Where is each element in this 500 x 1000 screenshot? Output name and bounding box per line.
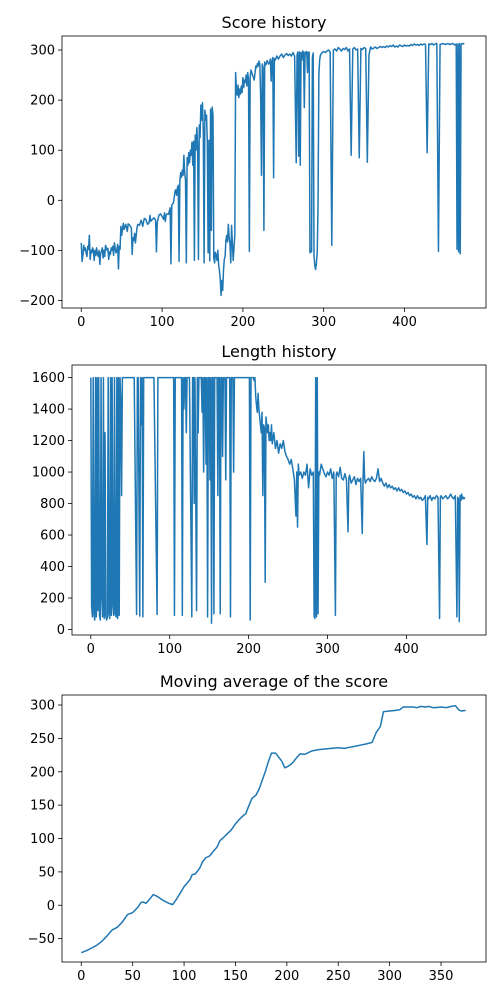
y-tick-label: 250: [30, 732, 55, 747]
y-tick-label: 300: [30, 699, 55, 714]
y-tick-label: 1400: [32, 403, 65, 418]
series-line: [90, 376, 466, 624]
x-tick-label: 0: [77, 969, 85, 984]
y-tick-label: 100: [30, 144, 55, 159]
y-tick-label: 0: [47, 899, 55, 914]
plot-frame: [61, 35, 487, 309]
x-tick-label: 400: [392, 315, 417, 330]
y-tick-label: 50: [38, 865, 55, 880]
x-tick-label: 200: [230, 315, 255, 330]
y-tick-label: 300: [30, 44, 55, 59]
series-line: [80, 42, 465, 297]
x-tick-label: 300: [311, 315, 336, 330]
x-tick-label: 300: [315, 642, 340, 657]
x-tick-label: 100: [150, 315, 175, 330]
x-tick-label: 100: [157, 642, 182, 657]
x-tick-label: 100: [172, 969, 197, 984]
y-tick-label: 150: [30, 799, 55, 814]
y-tick-label: 0: [57, 623, 65, 638]
x-tick-label: 50: [124, 969, 141, 984]
y-tick-label: 400: [40, 560, 65, 575]
y-tick-label: 800: [40, 497, 65, 512]
y-tick-label: 1600: [32, 371, 65, 386]
x-tick-label: 300: [377, 969, 402, 984]
y-tick-label: 100: [30, 832, 55, 847]
chart-3: Moving average of the score 0 50 100 150 200 2…: [28, 672, 487, 984]
x-tick-label: 200: [236, 642, 261, 657]
x-tick-label: 400: [394, 642, 419, 657]
series-line: [80, 704, 466, 954]
x-tick-label: 250: [326, 969, 351, 984]
plot-frame: [71, 364, 487, 636]
y-tick-label: 0: [47, 194, 55, 209]
chart-title: Score history: [222, 13, 327, 32]
chart-1: Score history 0 100 200 300 400 −200 −100 0 100 20…: [19, 13, 487, 330]
y-tick-label: 1000: [32, 466, 65, 481]
y-tick-label: −100: [19, 244, 55, 259]
x-tick-label: 350: [429, 969, 454, 984]
y-tick-label: 1200: [32, 434, 65, 449]
y-tick-label: 200: [30, 765, 55, 780]
chart-title: Length history: [221, 342, 336, 361]
y-tick-label: 200: [30, 94, 55, 109]
x-tick-label: 0: [87, 642, 95, 657]
y-tick-label: −50: [28, 932, 55, 947]
y-tick-label: 600: [40, 529, 65, 544]
chart-2: Length history 0 100 200 300 400 0 200 400 600 800…: [32, 342, 487, 657]
x-tick-label: 0: [77, 315, 85, 330]
x-tick-label: 200: [274, 969, 299, 984]
y-tick-label: 200: [40, 592, 65, 607]
x-tick-label: 150: [223, 969, 248, 984]
y-tick-label: −200: [19, 294, 55, 309]
chart-title: Moving average of the score: [160, 672, 388, 691]
plot-frame: [61, 694, 487, 963]
